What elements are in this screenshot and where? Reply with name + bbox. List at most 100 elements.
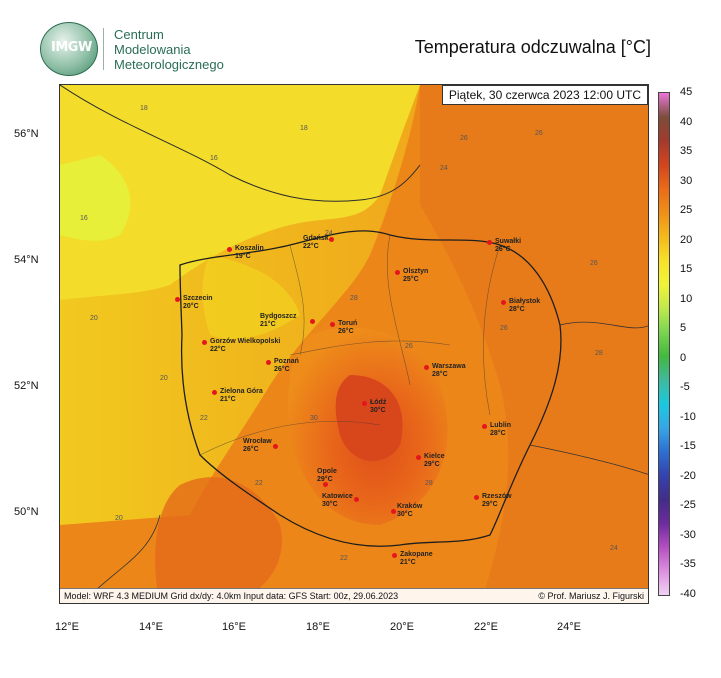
temperature-colorbar (658, 92, 670, 596)
colorbar-tick-label: 30 (680, 174, 693, 187)
city-marker: Zakopane 21°C (392, 551, 433, 567)
org-line-3: Meteorologicznego (114, 57, 224, 72)
isoline-label: 16 (210, 155, 218, 162)
city-temp: 30°C (322, 501, 338, 508)
header: IMGW Centrum Modelowania Meteorologiczne… (0, 0, 721, 82)
city-name: Gorzów Wielkopolski (210, 338, 281, 345)
city-name: Szczecin (183, 295, 213, 302)
city-temp: 30°C (370, 407, 386, 414)
city-dot (482, 424, 487, 429)
isoline-label: 20 (115, 515, 123, 522)
latitude-label: 52°N (14, 380, 39, 392)
city-marker: Wrocław 26°C (243, 438, 278, 454)
city-name: Gdańsk (303, 235, 329, 242)
city-temp: 26°C (274, 366, 290, 373)
map-field (60, 85, 648, 603)
longitude-label: 22°E (474, 621, 498, 633)
city-dot (266, 360, 271, 365)
city-name: Zielona Góra (220, 388, 263, 395)
coastline (60, 85, 421, 202)
model-info: Model: WRF 4.3 MEDIUM Grid dx/dy: 4.0km … (64, 591, 399, 601)
city-name: Opole (317, 468, 337, 475)
city-marker: Suwałki 26°C (487, 238, 522, 254)
city-temp: 21°C (400, 559, 416, 566)
latitude-label: 50°N (14, 506, 39, 518)
city-name: Kielce (424, 453, 445, 460)
colorbar-tick-label: -10 (680, 410, 696, 423)
city-dot (227, 247, 232, 252)
isoline-label: 26 (460, 135, 468, 142)
city-name: Lublin (490, 422, 511, 429)
longitude-label: 12°E (55, 621, 79, 633)
city-marker: Białystok 28°C (501, 298, 540, 314)
colorbar-tick-label: -5 (680, 381, 690, 393)
colorbar-tick-label: 25 (680, 204, 693, 216)
isoline-label: 28 (425, 480, 433, 487)
city-name: Rzeszów (482, 493, 512, 500)
colorbar-tick-label: 35 (680, 145, 693, 157)
city-dot (310, 319, 315, 324)
coastal-cool-area (60, 85, 420, 300)
city-name: Łódź (370, 399, 387, 406)
city-dot (212, 390, 217, 395)
colorbar-tick-label: 10 (680, 292, 693, 305)
colorbar-tick-label: 15 (680, 263, 693, 275)
city-marker: Gdańsk 22°C (303, 235, 334, 251)
colorbar-tick-label: -25 (680, 499, 696, 511)
isoline-label: 26 (590, 260, 598, 267)
isoline-label: 28 (595, 350, 603, 357)
city-temp: 22°C (210, 346, 226, 353)
city-name: Toruń (338, 320, 358, 327)
city-temp: 25°C (403, 276, 419, 283)
city-name: Poznań (274, 358, 299, 365)
model-info-footer: Model: WRF 4.3 MEDIUM Grid dx/dy: 4.0km … (60, 588, 648, 603)
city-temp: 28°C (509, 306, 525, 313)
isoline-label: 26 (405, 343, 413, 350)
city-dot (362, 401, 367, 406)
city-name: Olsztyn (403, 268, 429, 275)
city-dot (416, 455, 421, 460)
isoline-label: 30 (310, 415, 318, 422)
isoline-label: 18 (300, 125, 308, 132)
city-name: Katowice (322, 493, 353, 500)
city-marker: Kielce 29°C (416, 453, 445, 469)
colorbar-tick-label: -15 (680, 440, 696, 452)
colorbar-tick-label: 20 (680, 233, 693, 246)
longitude-label: 14°E (139, 621, 163, 633)
city-dot (395, 270, 400, 275)
city-marker: Lublin 28°C (482, 422, 511, 438)
longitude-label: 24°E (557, 621, 581, 633)
city-name: Wrocław (243, 438, 272, 445)
latitude-label: 54°N (14, 254, 39, 266)
city-marker: Zielona Góra 21°C (212, 388, 263, 404)
forecast-date: Piątek, 30 czerwca 2023 12:00 UTC (441, 85, 648, 105)
pomerania-area (202, 255, 300, 339)
city-temp: 20°C (183, 303, 199, 310)
isoline-label: 26 (500, 325, 508, 332)
city-dot (501, 300, 506, 305)
longitude-label: 16°E (222, 621, 246, 633)
colorbar-tick-label: -30 (680, 528, 696, 541)
temperature-map: 18 16 16 18 20 20 22 24 26 26 26 28 26 2… (59, 84, 649, 604)
longitude-label: 18°E (306, 621, 330, 633)
city-dot (330, 322, 335, 327)
city-dot (202, 340, 207, 345)
logo-text: IMGW (51, 40, 92, 55)
city-name: Suwałki (495, 238, 522, 245)
city-temp: 26°C (495, 246, 511, 253)
city-dot (323, 482, 328, 487)
isoline-label: 28 (350, 295, 358, 302)
poland-border (179, 230, 562, 547)
city-marker: Warszawa 28°C (424, 363, 466, 379)
city-name: Kraków (397, 503, 423, 510)
city-dot (273, 444, 278, 449)
city-marker: Toruń 26°C (330, 320, 358, 336)
city-marker: Katowice 30°C (322, 493, 359, 509)
longitude-label: 20°E (390, 621, 414, 633)
copyright: © Prof. Mariusz J. Figurski (538, 591, 644, 601)
city-dot (487, 240, 492, 245)
city-marker: Rzeszów 29°C (474, 493, 512, 509)
colorbar-tick-label: 0 (680, 351, 687, 364)
isoline-label: 22 (200, 415, 208, 422)
city-marker: Gorzów Wielkopolski 22°C (202, 338, 281, 354)
